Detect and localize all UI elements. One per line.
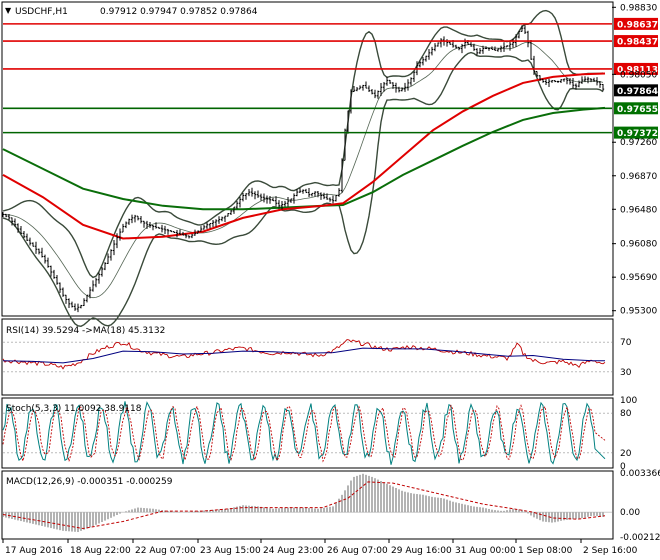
macd-title: MACD(12,26,9) -0.000351 -0.000259 [6,477,173,487]
price-panel-frame [1,1,614,317]
price-axis-label: 0.95690 [620,273,657,283]
stoch-axis-label: 80 [620,409,632,419]
stoch-panel-frame [1,397,614,469]
stoch-title: Stoch(5,3,3) 11.0092 38.9118 [6,404,142,414]
level-tag-label: 0.97372 [617,129,658,139]
rsi-axis-label: 30 [620,368,632,378]
macd-signal-line [2,481,606,530]
rsi-axis-label: 70 [620,338,632,348]
price-axis-label: 0.96080 [620,240,657,250]
time-axis-label: 26 Aug 07:00 [327,546,388,556]
level-tag-bg [614,126,658,139]
time-axis-label: 18 Aug 22:00 [70,546,131,556]
level-tag-label: 0.98113 [617,65,658,75]
time-axis-label: 23 Aug 15:00 [200,546,261,556]
bollinger-mid-line [2,41,604,299]
price-axis-label: 0.97260 [620,138,657,148]
macd-plot [2,473,612,533]
rsi-title: RSI(14) 39.5294 ->MA(18) 45.3132 [6,326,165,336]
rsi-plot [2,339,612,373]
stoch-axis-label: 100 [620,396,637,406]
rsi-ma-line [2,347,605,364]
level-tag-bg [614,35,658,48]
level-tag-bg [614,84,658,97]
time-axis-label: 2 Sep 16:00 [583,546,638,556]
time-axis-label: 1 Sep 08:00 [518,546,573,556]
stoch-axis-label: 20 [620,449,632,459]
bollinger-lower-line [2,51,604,328]
level-tag-bg [614,17,658,30]
stoch-plot [2,401,612,465]
price-axis-label: 0.98050 [620,70,657,80]
axis-labels: 0.98637 0.98437 0.98113 0.97864 0.97655 0.973… [2,3,660,556]
time-axis-label: 24 Aug 23:00 [263,546,324,556]
level-tag-bg [614,62,658,75]
level-tag-label: 0.98637 [617,20,658,30]
ma-green-line [2,106,606,211]
rsi-line [2,339,606,370]
chart-menu-icon[interactable]: ▼ [5,6,12,15]
level-tag-label: 0.97655 [617,105,658,115]
level-tag-label: 0.98437 [617,38,658,48]
macd-axis-label: 0.00 [620,508,640,518]
price-axis-label: 0.95300 [620,307,657,317]
time-axis-label: 29 Aug 16:00 [391,546,452,556]
stoch-main-line [2,401,606,465]
time-axis-label: 31 Aug 00:00 [455,546,516,556]
macd-axis-label: 0.003366 [620,469,660,479]
price-axis-label: 0.96870 [620,172,657,182]
stoch-signal-line [2,404,606,463]
stoch-axis-label: 0 [620,462,626,472]
ma-red-line [2,72,606,240]
chart-symbol: USDCHF,H1 [15,7,68,17]
macd-axis-label: -0.002127 [620,533,660,543]
time-axis-label: 22 Aug 07:00 [135,546,196,556]
level-tag-label: 0.97864 [617,87,658,97]
price-plot [1,9,612,328]
macd-panel-frame [1,470,614,540]
level-tag-bg [614,102,658,115]
price-axis-label: 0.98830 [620,3,657,13]
time-axis-label: 17 Aug 2016 [5,546,63,556]
price-axis-label: 0.96480 [620,205,657,215]
chart-ohlc: 0.97912 0.97947 0.97852 0.97864 [100,7,258,17]
rsi-panel-frame [1,318,614,396]
